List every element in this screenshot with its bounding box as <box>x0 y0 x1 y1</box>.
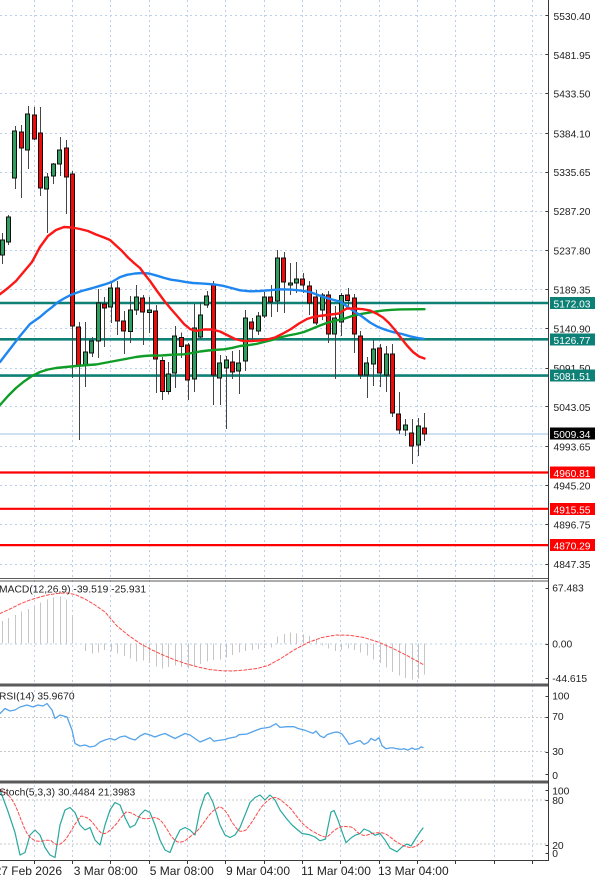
svg-text:4896.75: 4896.75 <box>554 520 591 531</box>
svg-text:5189.35: 5189.35 <box>554 286 591 297</box>
svg-text:11 Mar 04:00: 11 Mar 04:00 <box>301 864 371 878</box>
svg-text:5172.03: 5172.03 <box>554 299 591 310</box>
svg-text:5126.77: 5126.77 <box>554 336 591 347</box>
svg-text:100: 100 <box>552 787 569 798</box>
svg-text:80: 80 <box>552 796 564 807</box>
svg-text:5287.20: 5287.20 <box>554 207 591 218</box>
svg-text:5081.51: 5081.51 <box>554 372 591 383</box>
svg-text:0: 0 <box>552 771 558 782</box>
svg-text:4915.55: 4915.55 <box>554 505 591 516</box>
svg-text:4870.29: 4870.29 <box>554 542 591 553</box>
svg-text:4993.65: 4993.65 <box>554 443 591 454</box>
svg-text:4960.81: 4960.81 <box>554 469 591 480</box>
svg-text:13 Mar 04:00: 13 Mar 04:00 <box>378 864 449 878</box>
svg-text:30: 30 <box>552 747 564 758</box>
svg-text:20: 20 <box>552 841 564 852</box>
svg-text:5530.40: 5530.40 <box>554 12 591 23</box>
svg-text:4847.35: 4847.35 <box>554 560 591 571</box>
svg-text:5043.05: 5043.05 <box>554 403 591 414</box>
svg-text:Stoch(5,3,3) 30.4484 21.3983: Stoch(5,3,3) 30.4484 21.3983 <box>0 788 136 799</box>
svg-text:100: 100 <box>552 692 569 703</box>
svg-text:5481.95: 5481.95 <box>554 51 591 62</box>
svg-text:4945.20: 4945.20 <box>554 482 591 493</box>
svg-text:5 Mar 08:00: 5 Mar 08:00 <box>150 864 214 878</box>
svg-text:RSI(14) 35.9670: RSI(14) 35.9670 <box>0 691 75 702</box>
svg-text:MACD(12,26,9) -39.519 -25.931: MACD(12,26,9) -39.519 -25.931 <box>0 584 146 595</box>
svg-text:5335.65: 5335.65 <box>554 168 591 179</box>
svg-text:0: 0 <box>552 849 558 860</box>
svg-text:9 Mar 04:00: 9 Mar 04:00 <box>226 864 290 878</box>
svg-text:5433.50: 5433.50 <box>554 90 591 101</box>
svg-text:5009.34: 5009.34 <box>554 430 591 441</box>
svg-text:0.00: 0.00 <box>552 639 572 650</box>
svg-text:5384.10: 5384.10 <box>554 129 591 140</box>
svg-text:70: 70 <box>552 712 564 723</box>
svg-text:5140.90: 5140.90 <box>554 324 591 335</box>
svg-text:5237.80: 5237.80 <box>554 247 591 258</box>
svg-text:3 Mar 08:00: 3 Mar 08:00 <box>74 864 138 878</box>
svg-text:67.483: 67.483 <box>552 584 584 595</box>
svg-text:-44.615: -44.615 <box>552 674 587 685</box>
svg-text:27 Feb 2026: 27 Feb 2026 <box>0 864 62 878</box>
